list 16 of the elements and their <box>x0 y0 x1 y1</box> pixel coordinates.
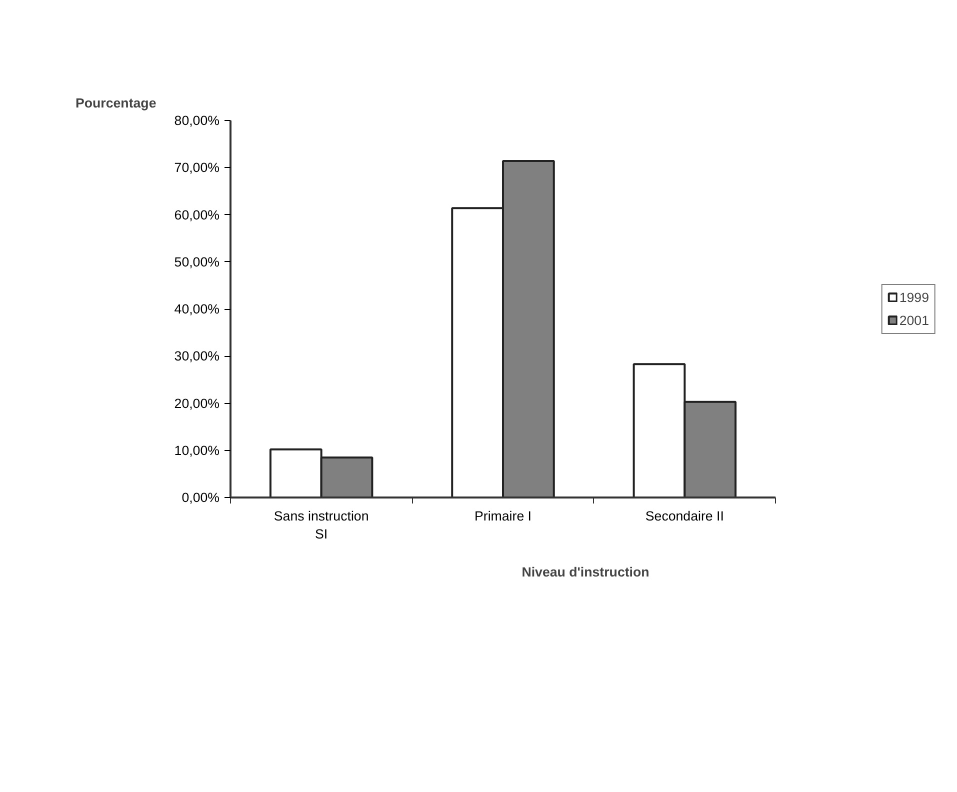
x-tick-label: Secondaire II <box>645 508 724 524</box>
y-tick-label: 20,00% <box>174 396 220 411</box>
y-tick-label: 30,00% <box>174 348 220 364</box>
y-tick-label: 70,00% <box>174 160 220 176</box>
y-tick-label: 0,00% <box>182 490 220 505</box>
y-tick-label: 60,00% <box>174 207 220 222</box>
y-axis-title: Pourcentage <box>76 96 156 110</box>
y-tick-label: 50,00% <box>174 254 220 270</box>
x-tick-label: Sans instruction SI <box>274 508 369 542</box>
x-tick-label: Primaire I <box>474 508 532 524</box>
x-axis-title: Niveau d'instruction <box>522 564 650 580</box>
y-tick-label: 40,00% <box>174 302 220 316</box>
y-tick-label: 10,00% <box>174 442 220 458</box>
y-tick-label: 80,00% <box>174 113 220 128</box>
legend-label: 1999 <box>899 290 929 304</box>
legend-label: 2001 <box>899 312 929 328</box>
